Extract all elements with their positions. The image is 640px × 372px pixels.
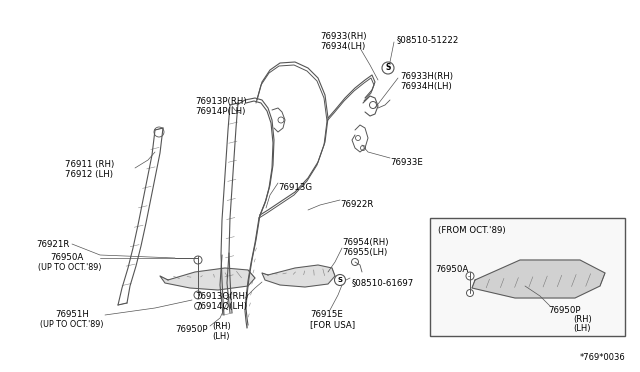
Text: 76913Q(RH): 76913Q(RH) [195, 292, 248, 301]
Circle shape [467, 289, 474, 296]
Text: 76921R: 76921R [36, 240, 70, 249]
Text: [FOR USA]: [FOR USA] [310, 320, 355, 329]
Text: 76954(RH): 76954(RH) [342, 238, 388, 247]
Circle shape [195, 302, 202, 310]
Text: 76955(LH): 76955(LH) [342, 248, 387, 257]
Text: 76914P(LH): 76914P(LH) [195, 107, 245, 116]
Text: 76933E: 76933E [390, 158, 423, 167]
Polygon shape [472, 260, 605, 298]
Text: (FROM OCT.'89): (FROM OCT.'89) [438, 226, 506, 235]
FancyBboxPatch shape [430, 218, 625, 336]
Polygon shape [262, 265, 335, 287]
Text: §08510-51222: §08510-51222 [397, 35, 460, 44]
Circle shape [194, 256, 202, 264]
Text: *769*0036: *769*0036 [580, 353, 626, 362]
Text: (RH): (RH) [573, 315, 592, 324]
Text: 76913P(RH): 76913P(RH) [195, 97, 246, 106]
Text: 76934H(LH): 76934H(LH) [400, 82, 452, 91]
Text: (UP TO OCT.'89): (UP TO OCT.'89) [40, 320, 104, 329]
Circle shape [466, 272, 474, 280]
Text: 76951H: 76951H [55, 310, 89, 319]
Text: 76933(RH): 76933(RH) [320, 32, 367, 41]
Text: 76934(LH): 76934(LH) [320, 42, 365, 51]
Text: S: S [385, 64, 390, 73]
Circle shape [382, 62, 394, 74]
Text: 76912 (LH): 76912 (LH) [65, 170, 113, 179]
Text: 76950A: 76950A [435, 266, 468, 275]
Text: 76950P: 76950P [548, 306, 580, 315]
Text: (RH): (RH) [212, 322, 231, 331]
Circle shape [335, 275, 346, 285]
Circle shape [278, 117, 284, 123]
Circle shape [154, 127, 164, 137]
Text: (LH): (LH) [212, 332, 230, 341]
Circle shape [351, 259, 358, 266]
Text: (LH): (LH) [573, 324, 591, 333]
Text: 76911 (RH): 76911 (RH) [65, 160, 115, 169]
Text: 76922R: 76922R [340, 200, 373, 209]
Circle shape [360, 145, 365, 151]
Text: 76933H(RH): 76933H(RH) [400, 72, 453, 81]
Text: 76914Q(LH): 76914Q(LH) [195, 302, 247, 311]
Text: 76915E: 76915E [310, 310, 343, 319]
Text: (UP TO OCT.'89): (UP TO OCT.'89) [38, 263, 102, 272]
Text: 76950A: 76950A [50, 253, 83, 262]
Text: S: S [337, 277, 342, 283]
Circle shape [194, 291, 202, 299]
Circle shape [369, 102, 376, 109]
Text: 76950P: 76950P [175, 325, 207, 334]
Text: §08510-61697: §08510-61697 [352, 278, 414, 287]
Polygon shape [160, 268, 255, 290]
Text: 76913G: 76913G [278, 183, 312, 192]
Circle shape [355, 135, 360, 141]
